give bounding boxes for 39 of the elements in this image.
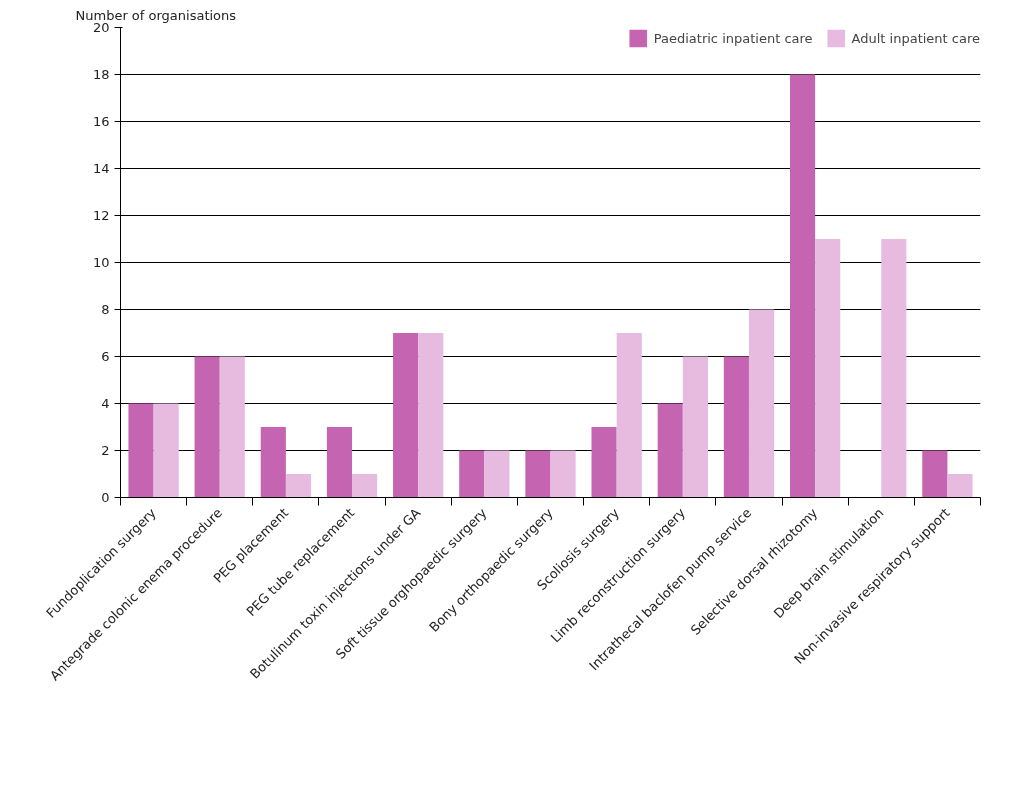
bar [815,239,841,498]
y-tick-label: 10 [92,255,110,270]
bar [326,427,353,498]
bar [748,309,775,498]
bar [881,239,907,498]
legend-label: Adult inpatient care [851,30,980,46]
bar [285,474,312,498]
bar [657,403,683,498]
y-tick-label: 16 [92,114,110,129]
y-axis-title: Number of organisations [75,7,237,23]
bar [418,333,444,498]
bar [616,333,642,498]
bar [128,403,154,498]
y-tick-label: 8 [101,302,110,317]
bar [352,474,378,498]
bar [525,450,551,498]
bar [922,450,948,498]
y-tick-label: 14 [92,161,110,176]
legend-label: Paediatric inpatient care [653,30,813,46]
y-tick-label: 20 [92,20,110,35]
bar [723,356,749,498]
bar [393,333,419,498]
bar [550,450,576,498]
y-tick-label: 12 [92,208,110,223]
bar [484,450,510,498]
bar [947,474,973,498]
bar [591,427,617,498]
bar [219,356,245,498]
bar [789,74,816,498]
bar [260,427,286,498]
y-tick-label: 6 [101,349,110,364]
y-tick-label: 4 [101,396,110,411]
bar [153,403,179,498]
bar [194,356,220,498]
y-tick-label: 0 [101,490,110,505]
bar [682,356,708,498]
y-tick-label: 2 [101,443,110,458]
bar [459,450,485,498]
y-tick-label: 18 [92,67,110,82]
